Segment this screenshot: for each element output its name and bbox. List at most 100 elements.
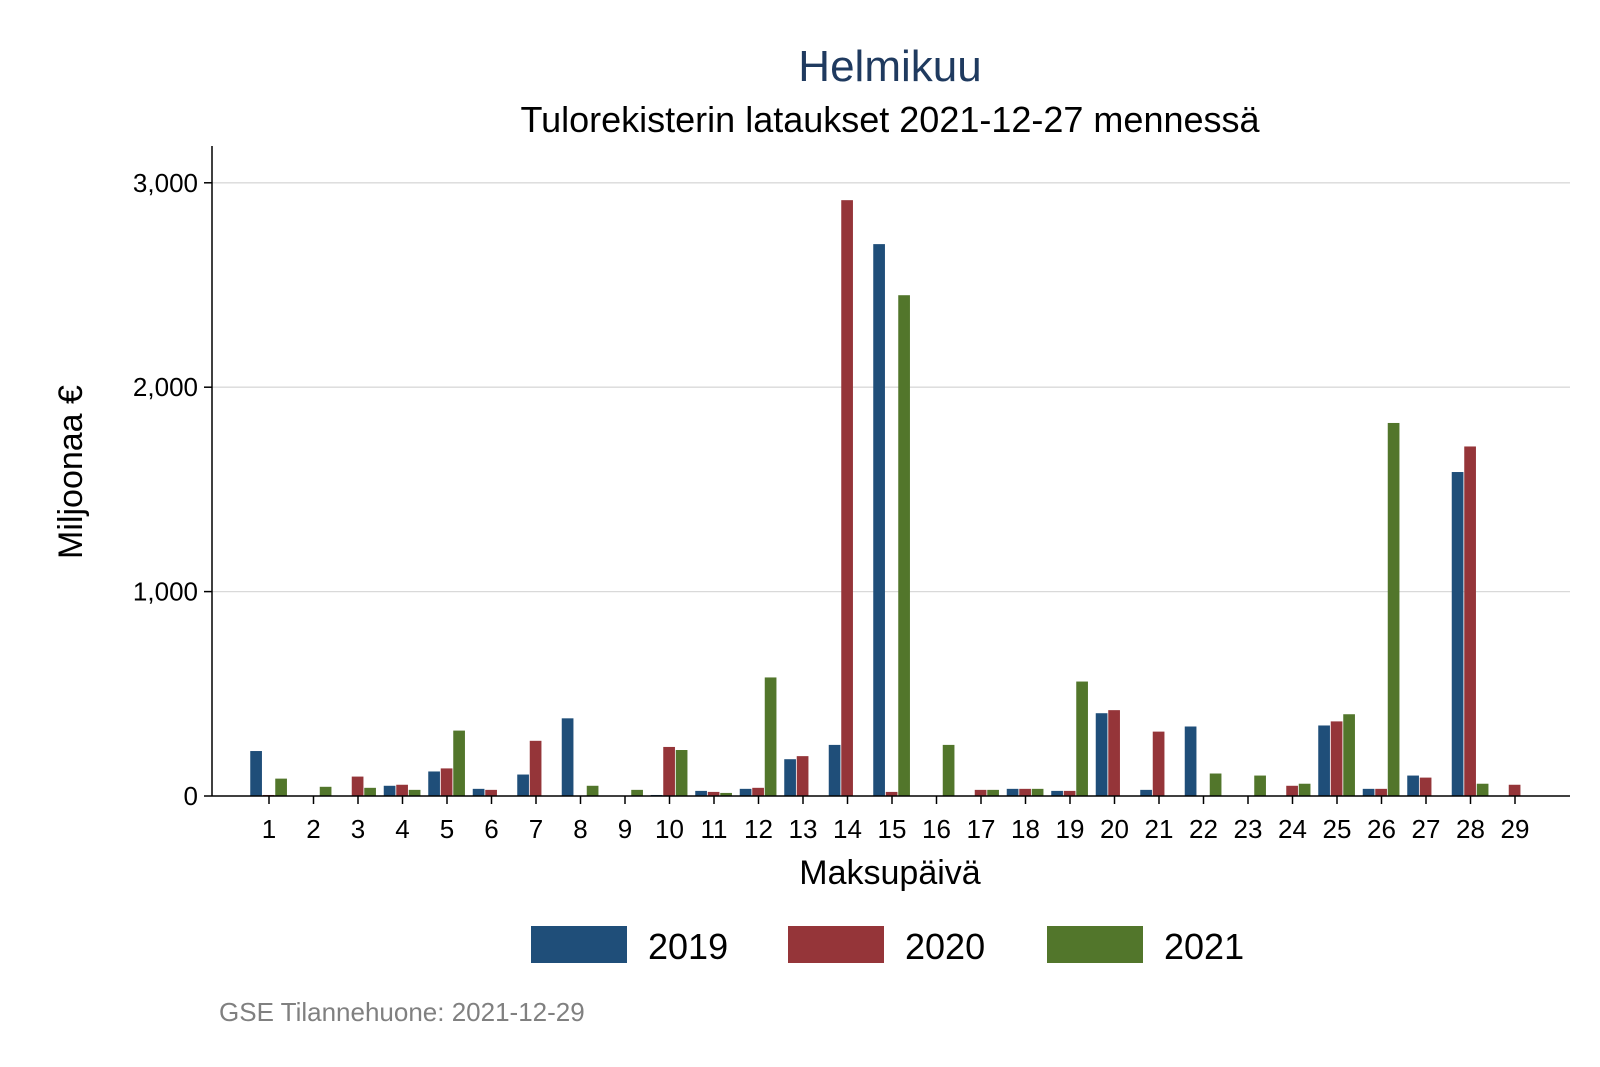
bar-2019-25: [1318, 725, 1330, 796]
chart-subtitle: Tulorekisterin lataukset 2021-12-27 menn…: [520, 99, 1260, 140]
bar-2021-17: [987, 789, 999, 796]
bar-2019-8: [561, 718, 574, 796]
bar-2019-14: [828, 744, 841, 796]
bar-2019-21: [1140, 789, 1152, 796]
legend-label-2020: 2020: [905, 926, 985, 967]
bar-2019-18: [1006, 788, 1019, 796]
x-tick-label: 15: [878, 814, 907, 844]
bar-2021-18: [1031, 788, 1044, 796]
bar-2020-29: [1508, 784, 1521, 796]
bar-2019-6: [472, 788, 485, 796]
y-tick-label: 0: [184, 781, 198, 811]
bar-2020-21: [1152, 731, 1165, 796]
x-tick-label: 10: [655, 814, 684, 844]
bar-2020-19: [1063, 790, 1076, 796]
bar-2019-7: [517, 774, 529, 796]
bar-2019-11: [695, 790, 707, 796]
x-tick-label: 25: [1323, 814, 1352, 844]
bar-2021-19: [1076, 681, 1088, 796]
legend-swatch-2020: [788, 926, 884, 963]
bar-2019-19: [1051, 790, 1063, 796]
bar-2020-6: [485, 789, 497, 796]
bar-2020-12: [752, 787, 764, 796]
bar-2020-18: [1019, 788, 1031, 796]
x-tick-label: 3: [351, 814, 365, 844]
x-tick-label: 11: [701, 814, 728, 844]
chart-title: Helmikuu: [798, 42, 981, 91]
bar-2021-9: [631, 789, 643, 796]
bar-2021-8: [586, 785, 599, 796]
bar-2020-11: [707, 791, 720, 796]
x-tick-label: 23: [1234, 814, 1263, 844]
x-ticks: 1 2 3 4 5 6 7 8 9 10 11 12 13 14 15 16 17 18 19 20 21 22 23 24 2…: [262, 796, 1530, 844]
bar-2020-15: [885, 791, 898, 796]
bar-2020-26: [1375, 788, 1387, 796]
bar-2021-26: [1387, 422, 1400, 796]
bar-2019-12: [739, 788, 752, 796]
legend-swatch-2019: [531, 926, 627, 963]
bar-2021-28: [1476, 783, 1489, 796]
x-tick-label: 5: [440, 814, 454, 844]
bar-2021-23: [1254, 775, 1266, 796]
bar-2021-25: [1343, 714, 1355, 796]
axes: [211, 146, 1570, 797]
bar-2019-1: [250, 751, 262, 796]
x-tick-label: 26: [1367, 814, 1396, 844]
y-ticks: 0 1,000 2,000 3,000: [133, 168, 212, 811]
y-axis-label: Miljoonaa €: [52, 385, 90, 559]
bar-2020-14: [841, 200, 853, 796]
legend-label-2019: 2019: [648, 926, 728, 967]
x-tick-label: 21: [1145, 814, 1174, 844]
bar-2021-5: [453, 730, 465, 796]
bar-2021-10: [675, 750, 688, 796]
x-axis-label: Maksupäivä: [799, 854, 981, 892]
x-tick-label: 1: [262, 814, 276, 844]
x-tick-label: 29: [1501, 814, 1530, 844]
x-tick-label: 13: [789, 814, 818, 844]
x-tick-label: 18: [1011, 814, 1040, 844]
bar-2019-20: [1095, 713, 1108, 796]
bar-2019-22: [1184, 726, 1197, 796]
bar-2020-27: [1419, 777, 1432, 796]
bar-2020-25: [1330, 721, 1343, 796]
bar-2021-24: [1298, 783, 1311, 796]
bar-2019-4: [383, 785, 396, 796]
x-tick-label: 7: [529, 814, 543, 844]
bar-2020-20: [1108, 710, 1120, 796]
bar-2020-5: [440, 768, 453, 796]
bar-2020-10: [663, 746, 675, 796]
bar-2020-3: [351, 776, 364, 796]
bar-2019-27: [1407, 775, 1419, 796]
bar-2021-11: [720, 792, 732, 796]
bar-2019-5: [428, 771, 440, 796]
x-tick-label: 17: [967, 814, 996, 844]
x-tick-label: 4: [395, 814, 409, 844]
x-tick-label: 14: [833, 814, 862, 844]
bar-2021-15: [898, 295, 910, 796]
bar-2021-2: [319, 786, 332, 796]
y-tick-label: 2,000: [133, 372, 198, 402]
bar-2020-17: [974, 789, 987, 796]
bar-2021-22: [1209, 773, 1222, 796]
x-tick-label: 20: [1100, 814, 1129, 844]
bar-2019-26: [1362, 788, 1375, 796]
x-tick-label: 9: [618, 814, 632, 844]
bar-2020-7: [529, 740, 542, 796]
x-tick-label: 8: [573, 814, 587, 844]
x-tick-label: 2: [306, 814, 320, 844]
bar-2020-28: [1464, 446, 1476, 796]
bar-2021-1: [275, 778, 287, 796]
legend-label-2021: 2021: [1164, 926, 1244, 967]
bar-2021-4: [408, 789, 421, 796]
x-tick-label: 6: [484, 814, 498, 844]
x-tick-label: 12: [744, 814, 773, 844]
bar-2020-4: [396, 784, 408, 796]
bar-2020-24: [1286, 785, 1298, 796]
bar-2019-28: [1451, 472, 1464, 796]
y-tick-label: 1,000: [133, 577, 198, 607]
bar-2020-13: [796, 756, 809, 796]
bar-2021-16: [942, 744, 955, 796]
x-tick-label: 27: [1412, 814, 1441, 844]
bar-2019-13: [784, 759, 796, 796]
